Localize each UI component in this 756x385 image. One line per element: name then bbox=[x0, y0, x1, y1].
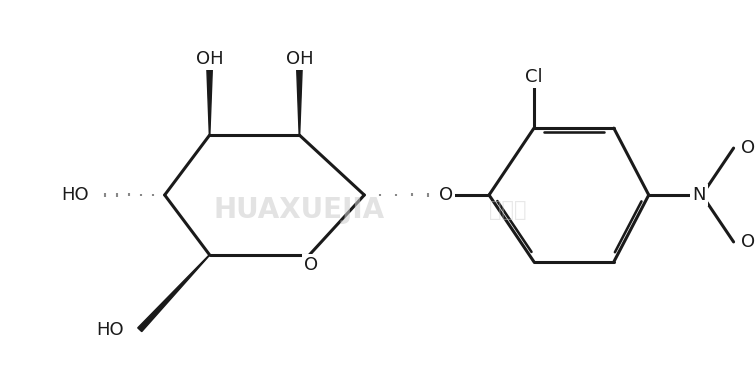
Text: O: O bbox=[741, 139, 754, 157]
Text: OH: OH bbox=[286, 50, 313, 68]
Polygon shape bbox=[207, 68, 212, 135]
Text: OH: OH bbox=[196, 50, 224, 68]
Text: O: O bbox=[305, 256, 318, 274]
Text: Cl: Cl bbox=[525, 68, 543, 86]
Text: N: N bbox=[692, 186, 705, 204]
Text: HUAXUEJIA: HUAXUEJIA bbox=[214, 196, 385, 224]
Text: HO: HO bbox=[61, 186, 88, 204]
Text: 化学加: 化学加 bbox=[489, 200, 527, 220]
Text: O: O bbox=[741, 233, 754, 251]
Polygon shape bbox=[296, 68, 302, 135]
Polygon shape bbox=[138, 255, 209, 331]
Text: HO: HO bbox=[96, 321, 124, 339]
Text: O: O bbox=[439, 186, 453, 204]
